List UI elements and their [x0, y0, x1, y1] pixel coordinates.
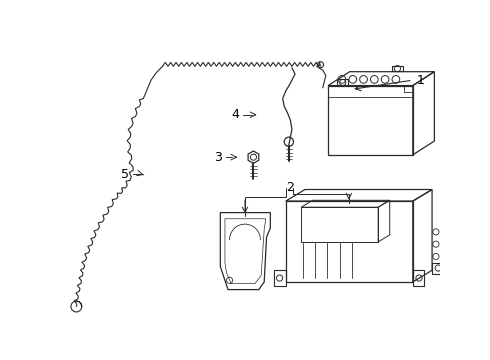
Text: 5: 5: [122, 168, 129, 181]
Text: 3: 3: [214, 150, 222, 164]
Text: 1: 1: [416, 74, 424, 87]
Text: 4: 4: [232, 108, 240, 121]
Text: 2: 2: [286, 181, 294, 194]
